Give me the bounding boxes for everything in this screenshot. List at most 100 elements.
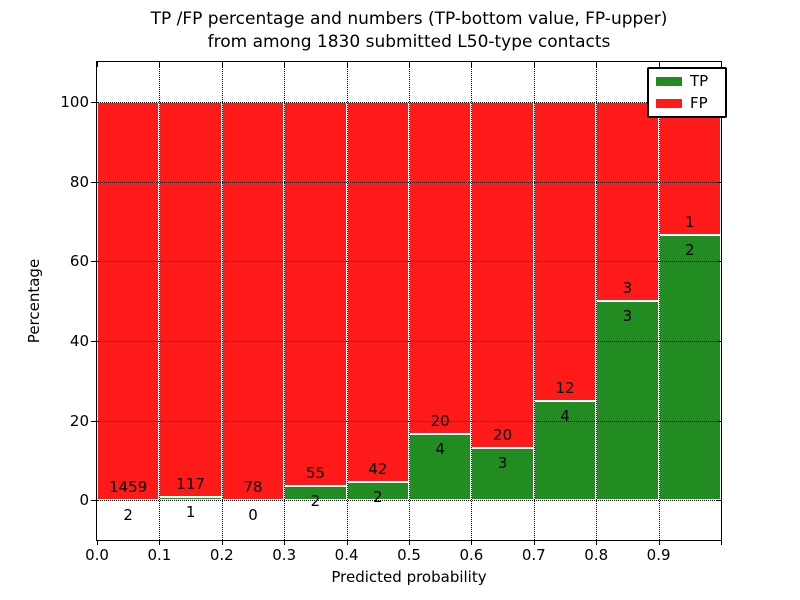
chart-title-line2: from among 1830 submitted L50-type conta… <box>207 32 611 52</box>
y-tick-mark-right <box>716 340 721 342</box>
legend-item-tp: TP <box>656 74 718 89</box>
y-tick-label: 100 <box>60 92 89 111</box>
y-tick-label: 20 <box>69 411 89 430</box>
x-tick-mark-top <box>471 62 473 67</box>
bar-tp <box>533 400 597 501</box>
tp-count-label: 4 <box>560 406 570 425</box>
tp-count-label: 2 <box>685 240 695 259</box>
gridline-vertical <box>596 62 598 540</box>
bar-fp <box>658 101 721 235</box>
tp-count-label: 2 <box>373 488 383 507</box>
fp-count-label: 55 <box>305 464 325 483</box>
gridline-vertical <box>658 62 660 540</box>
fp-count-label: 20 <box>493 426 513 445</box>
fp-count-label: 78 <box>243 478 263 497</box>
fp-count-label: 20 <box>430 411 450 430</box>
bar-tp <box>596 301 659 501</box>
legend-label-fp: FP <box>690 94 708 112</box>
x-tick-label: 0.7 <box>521 546 546 564</box>
bar-fp <box>471 101 534 449</box>
x-tick-label: 0.4 <box>334 546 359 564</box>
gridline-vertical <box>471 62 473 540</box>
y-tick-mark <box>91 500 96 502</box>
y-tick-mark <box>91 181 96 183</box>
x-tick-mark <box>221 540 223 545</box>
fp-count-label: 12 <box>555 378 575 397</box>
y-tick-mark-right <box>716 261 721 263</box>
tp-count-label: 2 <box>123 505 133 524</box>
tp-count-label: 2 <box>310 492 321 511</box>
bar-fp <box>221 101 285 501</box>
chart-title: TP /FP percentage and numbers (TP-bottom… <box>97 8 721 54</box>
x-tick-mark <box>284 540 286 545</box>
x-tick-label: 0.1 <box>147 546 172 564</box>
y-tick-mark <box>91 420 96 422</box>
fp-count-label: 1459 <box>109 477 148 496</box>
bar-fp <box>159 101 222 497</box>
x-tick-mark-top <box>346 62 348 67</box>
legend-label-tp: TP <box>690 72 709 90</box>
x-tick-mark-top <box>658 62 660 67</box>
x-tick-mark <box>409 540 410 545</box>
tp-count-label: 3 <box>622 307 633 325</box>
y-tick-mark-right <box>716 420 721 422</box>
y-tick-label: 80 <box>69 172 89 191</box>
bar-fp <box>596 101 659 301</box>
x-tick-label: 0.5 <box>397 546 421 564</box>
y-tick-label: 60 <box>69 252 89 271</box>
x-tick-label: 0.6 <box>459 546 484 564</box>
legend: TP FP <box>647 67 727 118</box>
legend-item-fp: FP <box>656 96 718 111</box>
fp-count-label: 1 <box>685 212 695 231</box>
x-tick-mark <box>721 540 722 545</box>
fp-count-label: 117 <box>176 474 205 493</box>
y-tick-label: 0 <box>79 491 89 510</box>
bar-tp <box>471 448 534 501</box>
x-tick-mark-top <box>159 62 161 67</box>
gridline-vertical <box>409 62 410 540</box>
x-tick-mark <box>658 540 660 545</box>
x-tick-label: 0.9 <box>646 546 671 564</box>
bar-fp <box>409 101 472 434</box>
gridline-vertical <box>533 62 535 540</box>
x-tick-mark-top <box>721 62 722 67</box>
fp-count-label: 42 <box>368 460 388 479</box>
x-tick-mark-top <box>409 62 410 67</box>
gridline-vertical <box>284 62 286 540</box>
fp-count-label: 3 <box>622 279 633 297</box>
tp-count-label: 0 <box>248 506 258 525</box>
fp-swatch <box>656 99 682 108</box>
x-tick-label: 0.8 <box>584 546 609 564</box>
bar-fp <box>97 101 160 500</box>
gridline-vertical <box>159 62 161 540</box>
gridline-vertical <box>221 62 223 540</box>
bar-fp <box>284 101 347 487</box>
x-tick-mark-top <box>596 62 598 67</box>
gridline-vertical <box>346 62 348 540</box>
bar-tp <box>658 234 721 501</box>
bar-fp <box>346 101 409 483</box>
chart-title-line1: TP /FP percentage and numbers (TP-bottom… <box>150 9 668 29</box>
x-tick-label: 0.3 <box>272 546 297 564</box>
x-tick-mark-top <box>97 62 98 67</box>
x-tick-mark <box>471 540 473 545</box>
x-tick-label: 0.0 <box>85 546 109 564</box>
y-tick-label: 40 <box>69 331 89 350</box>
y-axis-label: Percentage <box>25 258 43 344</box>
x-tick-mark <box>159 540 161 545</box>
y-tick-mark <box>91 261 96 263</box>
x-tick-mark <box>533 540 535 545</box>
tp-count-label: 3 <box>497 454 508 473</box>
x-tick-label: 0.2 <box>209 546 234 564</box>
x-tick-mark <box>97 540 98 545</box>
y-tick-mark-right <box>716 500 721 502</box>
x-tick-mark <box>346 540 348 545</box>
x-tick-mark-top <box>221 62 223 67</box>
plot-area: TP FP 1459 2 117 1 78 0 55 2 42 2 20 4 20 3 12 4 3 3 1 2 <box>91 61 727 545</box>
y-tick-mark <box>91 101 96 103</box>
y-tick-mark <box>91 340 96 342</box>
x-axis-label: Predicted probability <box>331 568 487 586</box>
y-tick-mark-right <box>716 181 721 183</box>
bar-fp <box>533 101 597 401</box>
